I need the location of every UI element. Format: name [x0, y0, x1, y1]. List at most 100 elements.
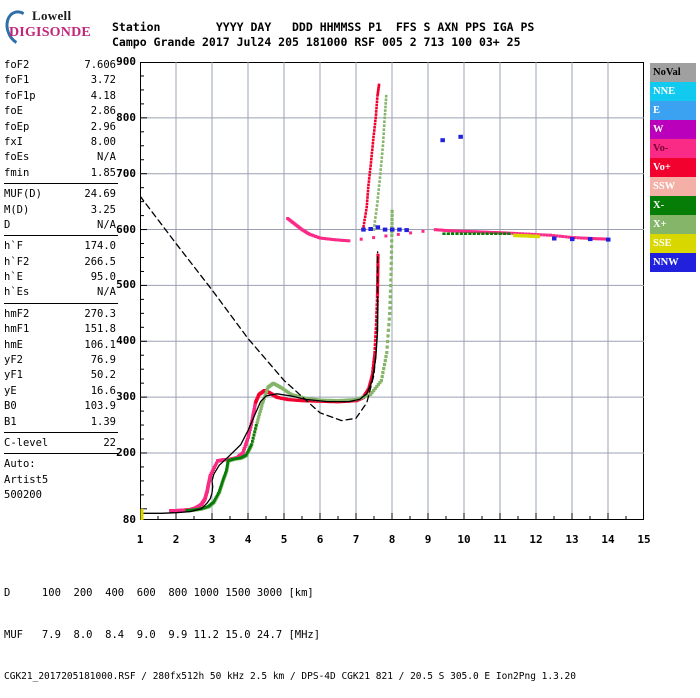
footer-file-row: CGK21_2017205181000.RSF / 280fx512h 50 k…	[4, 671, 576, 682]
series-spread-f	[286, 217, 608, 243]
y-tick-700: 700	[116, 166, 136, 180]
series-nnw-scatter	[361, 134, 611, 242]
legend-item-sse[interactable]: SSE	[650, 234, 696, 253]
ionogram-canvas	[140, 62, 644, 520]
legend-item-e[interactable]: E	[650, 101, 696, 120]
x-tick-11: 11	[493, 533, 507, 546]
x-tick-15: 15	[637, 533, 651, 546]
param-value: 270.3	[84, 307, 116, 320]
param-value: 174.0	[84, 240, 116, 253]
param-key: h`F	[4, 240, 23, 253]
param-row: foEs N/A	[4, 150, 118, 165]
param-value: 151.8	[84, 323, 116, 336]
series-right-band-green	[442, 232, 511, 235]
logo-lowell-text: Lowell	[32, 8, 72, 23]
series-x-mode-dark	[185, 424, 258, 512]
param-row: h`Es N/A	[4, 285, 118, 300]
param-row: h`F 174.0	[4, 239, 118, 254]
gridlines	[140, 62, 644, 520]
axis-ticks	[140, 62, 644, 520]
param-key: foF1p	[4, 89, 36, 102]
param-key: hmF2	[4, 307, 30, 320]
legend-item-nne[interactable]: NNE	[650, 82, 696, 101]
param-key: B0	[4, 400, 17, 413]
param-value: 8.00	[90, 135, 116, 148]
param-row: D N/A	[4, 218, 118, 233]
param-value: 2.86	[90, 105, 116, 118]
param-value: 3.25	[90, 203, 116, 216]
param-row: h`E 95.0	[4, 270, 118, 285]
param-key: foEp	[4, 120, 30, 133]
fmin-marker	[140, 508, 144, 520]
station-header: Station YYYY DAY DDD HHMMSS P1 FFS S AXN…	[112, 20, 534, 50]
muf-3000km-curve	[140, 195, 379, 422]
legend-item-x-[interactable]: X-	[650, 196, 696, 215]
y-axis-tick-labels: 80 200 300 400 500 600 700 800 900	[96, 0, 136, 600]
legend-item-vo-[interactable]: Vo+	[650, 158, 696, 177]
param-key: h`F2	[4, 255, 30, 268]
ionospheric-parameters-panel: foF2 7.606 foF1 3.72 foF1p 4.18 foE 2.86 foEp 2.9…	[4, 58, 118, 504]
legend-item-x-[interactable]: X+	[650, 215, 696, 234]
param-value: N/A	[97, 286, 116, 299]
y-tick-80: 80	[122, 513, 136, 526]
y-tick-600: 600	[116, 222, 136, 236]
param-row: foF1 3.72	[4, 73, 118, 88]
param-key: foF2	[4, 59, 30, 71]
header-values-row: Campo Grande 2017 Jul24 205 181000 RSF 0…	[112, 35, 521, 49]
param-key: h`E	[4, 271, 23, 284]
param-value: 95.0	[90, 271, 116, 284]
param-value: 1.85	[90, 166, 116, 179]
param-divider	[4, 183, 118, 185]
param-row: yE 16.6	[4, 384, 118, 399]
series-x-high-ray	[372, 94, 388, 231]
param-auto-line-0: Auto:	[4, 458, 36, 471]
x-tick-2: 2	[172, 533, 180, 546]
param-key: hmE	[4, 338, 23, 351]
param-key: foEs	[4, 151, 30, 164]
param-value: 103.9	[84, 400, 116, 413]
param-row: foF2 7.606	[4, 58, 118, 73]
legend-item-vo-[interactable]: Vo-	[650, 139, 696, 158]
param-divider	[4, 235, 118, 237]
legend-item-nnw[interactable]: NNW	[650, 253, 696, 272]
param-row: hmE 106.1	[4, 338, 118, 353]
param-divider	[4, 431, 118, 433]
digisonde-logo: Lowell DIGISONDE	[0, 6, 102, 50]
footer-scale-info: D 100 200 400 600 800 1000 1500 3000 [km…	[4, 558, 576, 698]
legend-item-w[interactable]: W	[650, 120, 696, 139]
param-key: C-level	[4, 436, 49, 449]
footer-muf-row: MUF 7.9 8.0 8.4 9.0 9.9 11.2 15.0 24.7 […	[4, 629, 321, 641]
param-key: yF1	[4, 369, 23, 382]
param-row: foE 2.86	[4, 104, 118, 119]
param-row: yF1 50.2	[4, 368, 118, 383]
legend-item-noval[interactable]: NoVal	[650, 63, 696, 82]
x-tick-14: 14	[601, 533, 615, 546]
param-row: yF2 76.9	[4, 353, 118, 368]
param-divider	[4, 453, 118, 455]
x-tick-6: 6	[316, 533, 324, 546]
param-key: foF1	[4, 74, 30, 87]
header-labels-row: Station YYYY DAY DDD HHMMSS P1 FFS S AXN…	[112, 20, 535, 34]
param-row: foF1p 4.18	[4, 89, 118, 104]
x-tick-8: 8	[388, 533, 396, 546]
param-key: yE	[4, 384, 17, 397]
param-value: 24.69	[84, 188, 116, 201]
param-value: 76.9	[90, 354, 116, 367]
x-tick-1: 1	[136, 533, 144, 546]
param-key: M(D)	[4, 203, 30, 216]
param-key: fxI	[4, 135, 23, 148]
param-key: h`Es	[4, 286, 30, 299]
param-row: B0 103.9	[4, 399, 118, 414]
x-tick-3: 3	[208, 533, 216, 546]
param-row: C-level 22	[4, 436, 118, 451]
legend-item-ssw[interactable]: SSW	[650, 177, 696, 196]
param-auto-line-2: 500200	[4, 489, 42, 502]
param-row: M(D) 3.25	[4, 203, 118, 218]
series-f2-high-ray	[361, 83, 381, 231]
param-row: B1 1.39	[4, 415, 118, 430]
param-row: h`F2 266.5	[4, 255, 118, 270]
x-tick-4: 4	[244, 533, 252, 546]
param-value: 7.606	[84, 59, 116, 71]
param-key: yF2	[4, 354, 23, 367]
y-tick-300: 300	[116, 390, 136, 404]
